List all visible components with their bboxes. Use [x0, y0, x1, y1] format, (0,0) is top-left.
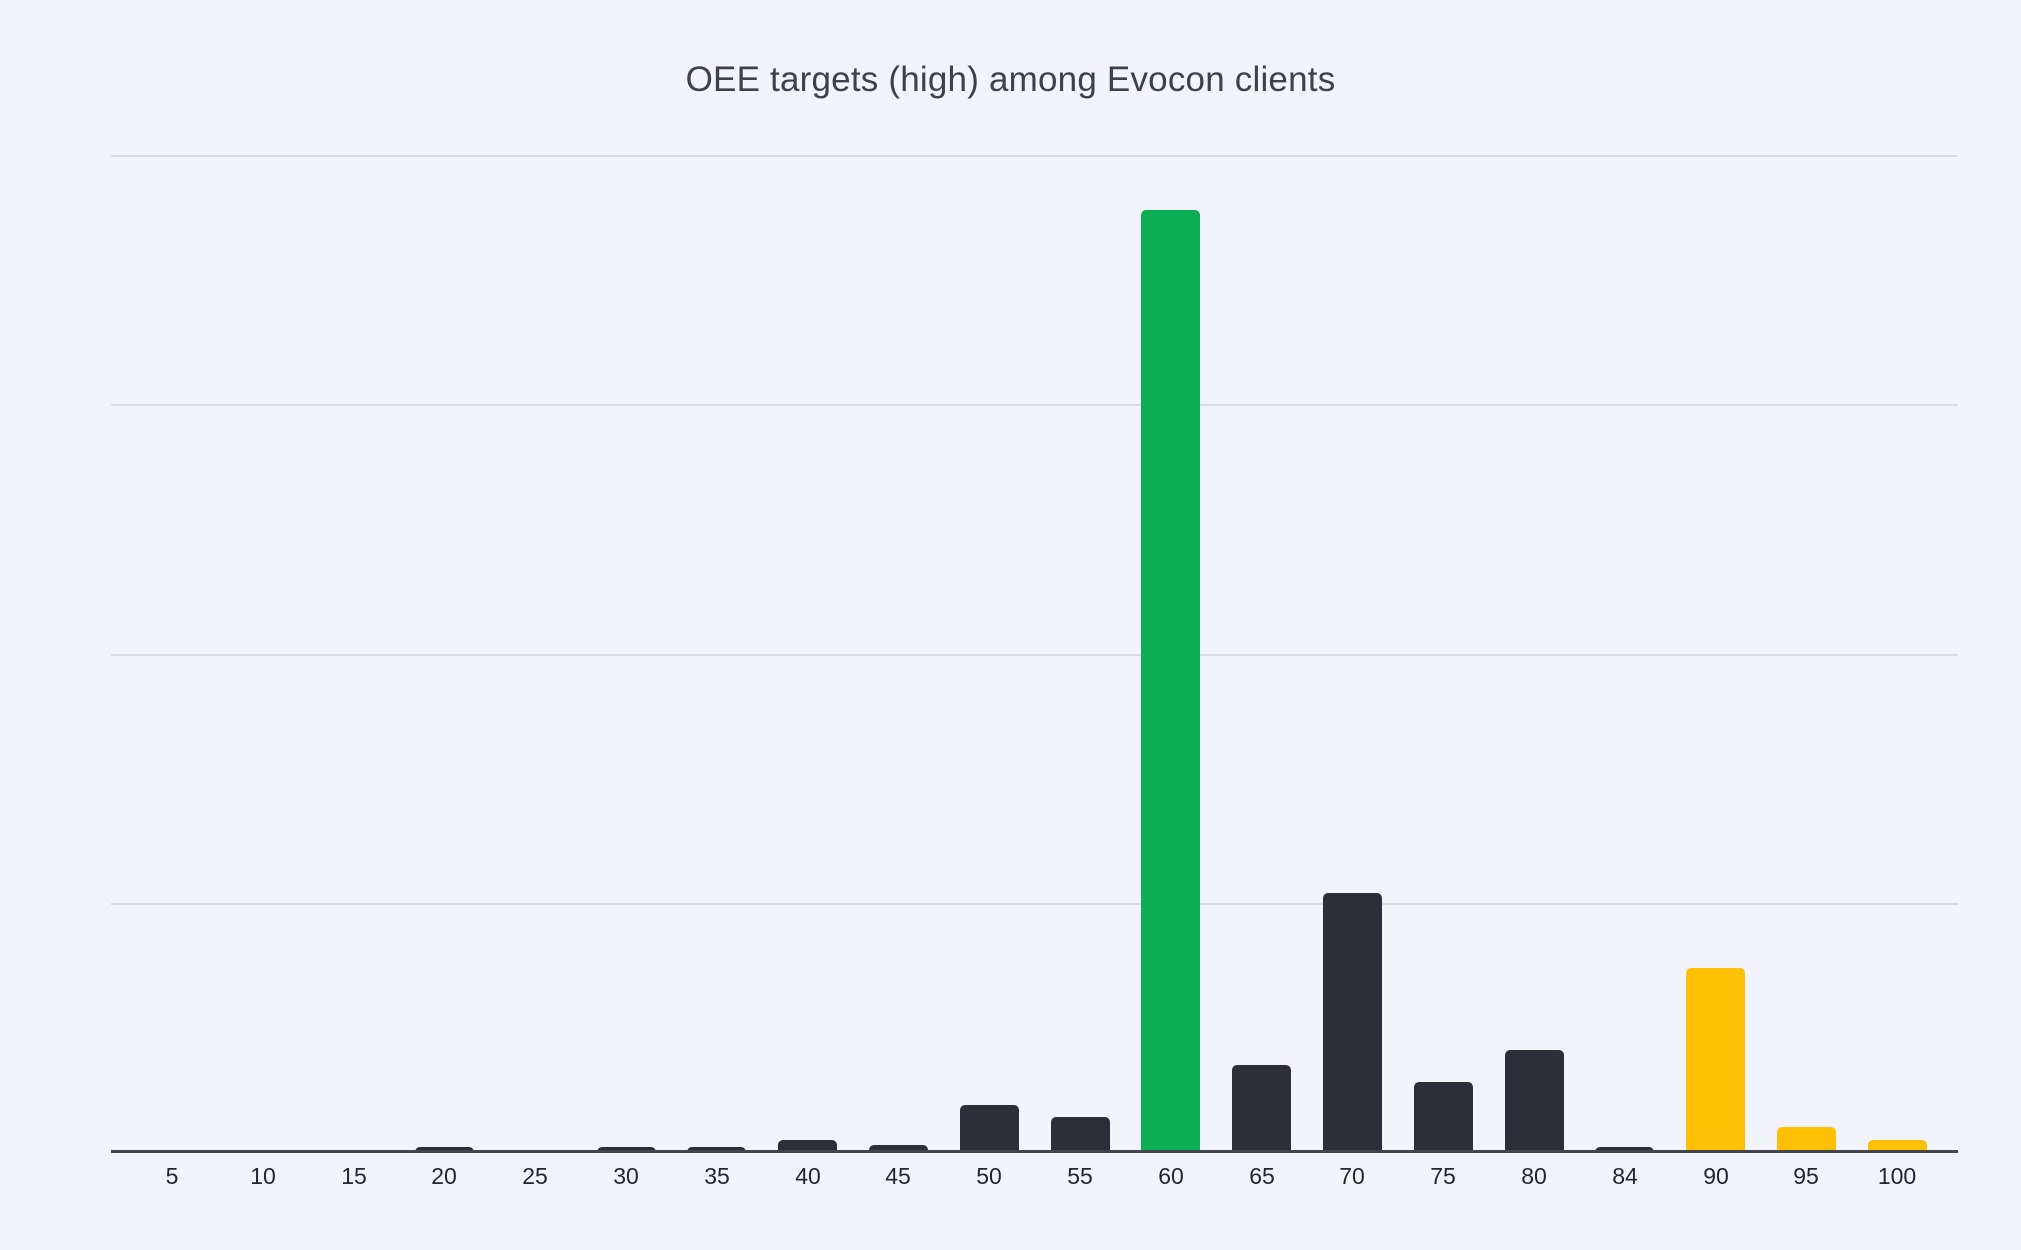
x-tick-label-40: 40	[795, 1163, 821, 1189]
x-tick-label-25: 25	[522, 1163, 548, 1189]
chart-title: OEE targets (high) among Evocon clients	[685, 60, 1336, 99]
bar-60[interactable]	[1141, 210, 1200, 1152]
x-tick-label-70: 70	[1339, 1163, 1365, 1189]
bar-80[interactable]	[1505, 1050, 1564, 1152]
gridline	[111, 404, 1958, 406]
x-tick-label-90: 90	[1703, 1163, 1729, 1189]
bar-20[interactable]	[415, 1147, 474, 1152]
x-tick-label-80: 80	[1521, 1163, 1547, 1189]
x-tick-label-35: 35	[704, 1163, 730, 1189]
x-tick-label-30: 30	[613, 1163, 639, 1189]
bar-84[interactable]	[1595, 1147, 1654, 1152]
bar-50[interactable]	[960, 1105, 1019, 1152]
x-tick-label-95: 95	[1793, 1163, 1819, 1189]
bar-40[interactable]	[778, 1140, 837, 1152]
bar-45[interactable]	[869, 1145, 928, 1152]
x-tick-label-60: 60	[1158, 1163, 1184, 1189]
x-tick-label-75: 75	[1430, 1163, 1456, 1189]
bar-75[interactable]	[1414, 1082, 1473, 1152]
gridline	[111, 155, 1958, 157]
bar-55[interactable]	[1051, 1117, 1110, 1152]
bar-70[interactable]	[1323, 893, 1382, 1152]
x-tick-label-100: 100	[1877, 1163, 1917, 1189]
bar-95[interactable]	[1777, 1127, 1836, 1152]
x-tick-label-50: 50	[976, 1163, 1002, 1189]
bar-90[interactable]	[1686, 968, 1745, 1152]
bar-100[interactable]	[1868, 1140, 1927, 1152]
bar-65[interactable]	[1232, 1065, 1291, 1152]
x-tick-label-15: 15	[341, 1163, 367, 1189]
x-tick-label-45: 45	[885, 1163, 911, 1189]
x-tick-label-84: 84	[1612, 1163, 1638, 1189]
x-tick-label-5: 5	[165, 1163, 179, 1189]
bar-30[interactable]	[597, 1147, 656, 1152]
bar-35[interactable]	[687, 1147, 746, 1152]
x-tick-label-10: 10	[250, 1163, 276, 1189]
x-tick-label-55: 55	[1067, 1163, 1093, 1189]
gridline	[111, 654, 1958, 656]
x-tick-label-65: 65	[1249, 1163, 1275, 1189]
x-tick-label-20: 20	[431, 1163, 457, 1189]
x-axis-line	[111, 1150, 1958, 1153]
gridline	[111, 903, 1958, 905]
